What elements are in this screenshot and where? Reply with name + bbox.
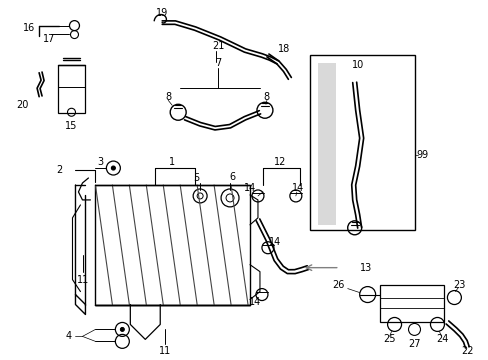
Text: 9: 9 — [416, 150, 422, 160]
Text: 6: 6 — [228, 172, 235, 182]
Text: 25: 25 — [383, 334, 395, 345]
Bar — [379, 285, 444, 323]
Text: 5: 5 — [193, 173, 199, 183]
Text: 17: 17 — [42, 33, 55, 44]
Text: 8: 8 — [264, 92, 269, 102]
Text: 14: 14 — [244, 183, 256, 193]
Text: 11: 11 — [159, 346, 171, 356]
Text: 27: 27 — [407, 339, 420, 349]
Text: 22: 22 — [460, 346, 473, 356]
Bar — [95, 185, 249, 305]
Text: 26: 26 — [332, 280, 344, 289]
Text: 19: 19 — [156, 8, 168, 18]
Circle shape — [111, 166, 115, 170]
Text: 16: 16 — [22, 23, 35, 33]
Text: 24: 24 — [435, 334, 447, 345]
Text: 20: 20 — [17, 100, 29, 110]
Bar — [309, 55, 414, 230]
Text: 14: 14 — [268, 237, 281, 247]
Text: 9: 9 — [421, 150, 427, 160]
Circle shape — [120, 328, 124, 332]
Text: 1: 1 — [169, 157, 175, 167]
Text: 14: 14 — [291, 183, 304, 193]
Bar — [58, 66, 85, 113]
Text: 23: 23 — [452, 280, 465, 289]
Text: 8: 8 — [165, 92, 171, 102]
Text: 7: 7 — [215, 58, 221, 68]
Text: 10: 10 — [351, 60, 363, 71]
Text: 13: 13 — [359, 263, 371, 273]
Text: 15: 15 — [65, 121, 78, 131]
Bar — [317, 63, 335, 225]
Text: 18: 18 — [277, 44, 289, 54]
Text: 4: 4 — [65, 332, 71, 341]
Text: 11: 11 — [77, 275, 89, 285]
Text: 3: 3 — [97, 157, 103, 167]
Text: 12: 12 — [273, 157, 285, 167]
Text: 2: 2 — [56, 165, 62, 175]
Text: 21: 21 — [211, 41, 224, 50]
Text: 14: 14 — [248, 297, 261, 306]
